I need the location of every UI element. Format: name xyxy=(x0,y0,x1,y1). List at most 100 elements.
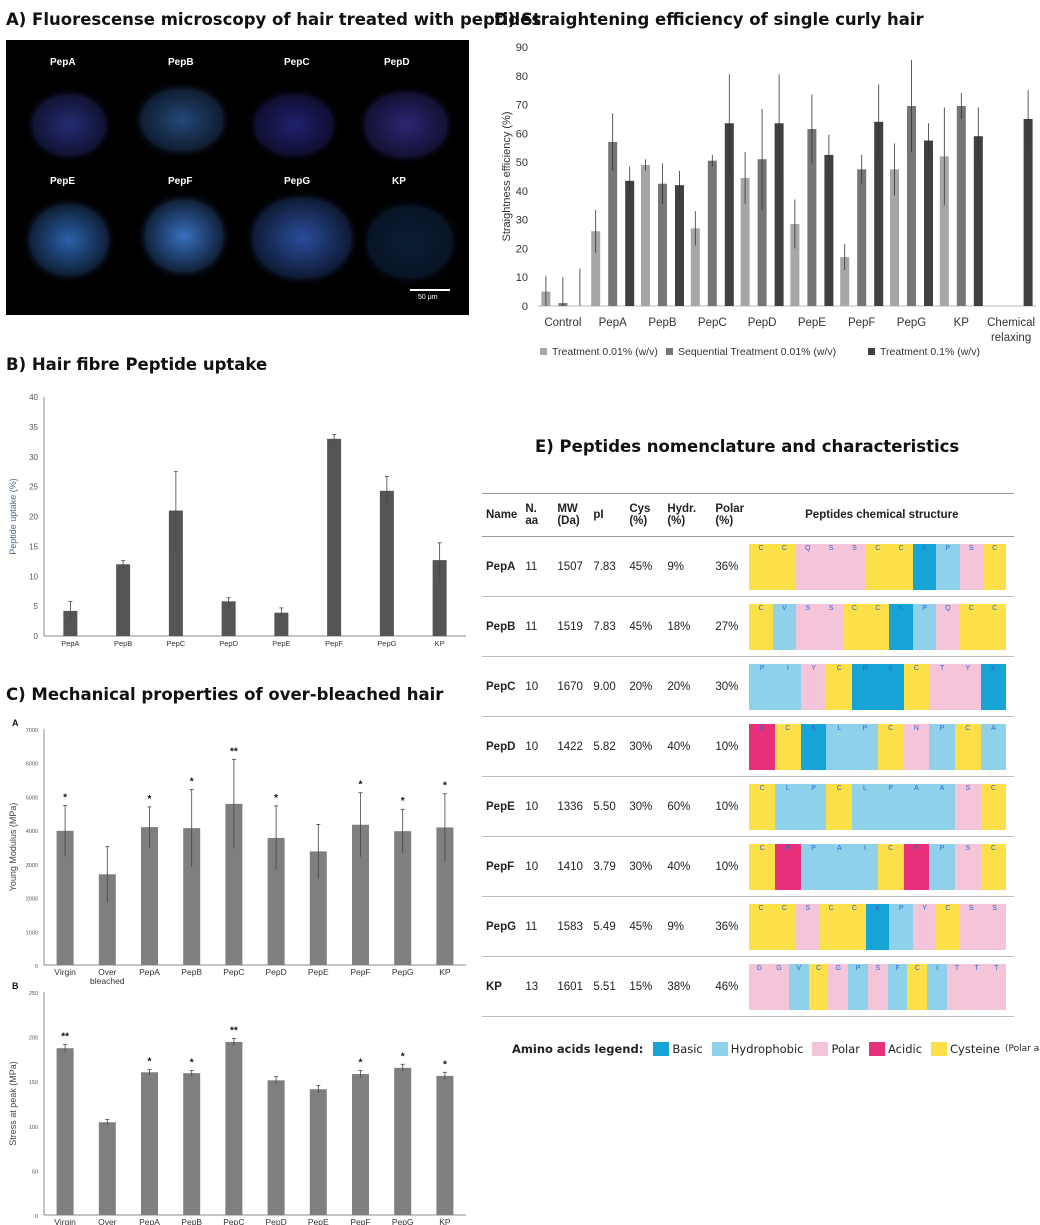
bar xyxy=(394,831,412,965)
x-tick-label: PepC xyxy=(223,967,244,977)
residue-block: K xyxy=(877,663,904,710)
micro-label-pepa: PepA xyxy=(50,57,76,68)
residue-block: C xyxy=(866,603,890,650)
y-tick-label: 0 xyxy=(35,964,38,970)
x-tick-label: PepC xyxy=(166,639,185,648)
y-tick-label: 40 xyxy=(29,393,38,402)
legend-swatch xyxy=(666,348,673,355)
significance-star: * xyxy=(359,780,363,791)
x-tick-label: PepF xyxy=(325,639,343,648)
x-tick-label: PepF xyxy=(350,967,370,977)
cell-name: PepC xyxy=(482,656,522,717)
residue-letter: K xyxy=(811,724,816,732)
cell-naa: 11 xyxy=(521,596,554,657)
legend-label: Treatment 0.1% (w/v) xyxy=(880,346,980,358)
residue-block: Q xyxy=(936,603,960,650)
residue-letter: P xyxy=(898,904,904,912)
residue-letter: F xyxy=(895,964,900,972)
significance-star: * xyxy=(190,776,194,787)
legend-swatch xyxy=(931,1042,948,1056)
cell-pi: 9.00 xyxy=(589,656,626,717)
residue-letter: K xyxy=(991,664,996,672)
residue-letter: K xyxy=(898,604,904,612)
y-tick-label: 7000 xyxy=(26,728,38,734)
residue-block: I xyxy=(852,843,878,890)
bar xyxy=(221,601,236,636)
bar xyxy=(707,160,717,306)
residue-letter: E xyxy=(914,844,919,852)
cell-cys: 45% xyxy=(625,536,664,597)
residue-block: A xyxy=(826,843,853,890)
bar xyxy=(432,560,447,636)
uptake-chart: 0 5 10 15 20 25 30 35 40 Peptide uptake (%) PepA Pe… xyxy=(8,393,466,648)
residue-letter: C xyxy=(992,544,998,552)
legend-swatch xyxy=(653,1042,670,1056)
residue-letter: C xyxy=(875,544,881,552)
residue-block: P xyxy=(749,663,776,710)
cell-pi: 3.79 xyxy=(589,836,626,897)
residue-block: A xyxy=(980,723,1007,770)
cell-hydr: 9% xyxy=(663,896,712,957)
cell-hydr: 40% xyxy=(663,836,712,897)
x-tick-label: PepE xyxy=(308,967,329,977)
hair-cross-section-pepe xyxy=(30,205,108,275)
bar xyxy=(183,1073,201,1215)
residue-block: C xyxy=(877,843,904,890)
cell-hydr: 60% xyxy=(663,776,712,837)
residue-block: K xyxy=(866,903,890,950)
y-tick-label: 5 xyxy=(34,602,39,611)
residue-letter: S xyxy=(875,964,881,972)
table-row: PepF 10 1410 3.79 30% 40% 10% C E P A I C E P S C xyxy=(482,836,1015,897)
x-tick-label: PepF xyxy=(848,317,876,329)
residue-letter: P xyxy=(862,724,868,732)
y-tick-label: 5000 xyxy=(26,795,38,801)
cell-naa: 10 xyxy=(521,836,554,897)
residue-letter: P xyxy=(922,604,927,612)
residue-block: C xyxy=(980,843,1007,890)
col-name: Name xyxy=(482,493,522,537)
y-tick-label: 10 xyxy=(29,572,38,581)
bar xyxy=(641,164,650,306)
cell-pi: 7.83 xyxy=(589,596,626,657)
residue-block: C xyxy=(866,543,890,590)
legend-label: Treatment 0.01% (w/v) xyxy=(552,346,658,358)
residue-letter: P xyxy=(945,544,951,552)
significance-star: * xyxy=(148,794,152,805)
x-tick-label: PepB xyxy=(181,967,202,977)
residue-block: T xyxy=(966,963,987,1010)
y-tick-label: 90 xyxy=(516,42,528,54)
residue-block: C xyxy=(907,963,928,1010)
cell-name: KP xyxy=(482,956,522,1017)
col-naa: N. aa xyxy=(521,493,554,537)
cell-polar: 10% xyxy=(711,836,750,897)
residue-letter: K xyxy=(888,664,894,672)
cell-naa: 13 xyxy=(521,956,554,1017)
residue-letter: S xyxy=(828,544,834,552)
hair-cross-section-kp xyxy=(368,206,452,278)
residue-letter: C xyxy=(758,544,764,552)
x-tick-label: PepE xyxy=(272,639,290,648)
bar xyxy=(1023,118,1033,306)
residue-letter: C xyxy=(828,904,834,912)
x-tick-label: KP xyxy=(439,967,451,977)
significance-star: * xyxy=(148,1057,152,1068)
residue-block: T xyxy=(929,663,955,710)
cell-mw: 1519 xyxy=(553,596,590,657)
residue-block: E xyxy=(775,843,801,890)
residue-block: R xyxy=(852,663,878,710)
residue-letter: C xyxy=(781,904,787,912)
bar xyxy=(56,830,74,965)
residue-block: C xyxy=(808,963,829,1010)
legend-swatch xyxy=(812,1042,829,1056)
micro-label-pepb: PepB xyxy=(168,57,194,68)
residue-letter: P xyxy=(759,664,765,672)
residue-block: P xyxy=(936,543,960,590)
residue-block: P xyxy=(800,783,827,830)
residue-block: G xyxy=(769,963,789,1010)
residue-letter: I xyxy=(936,964,939,972)
